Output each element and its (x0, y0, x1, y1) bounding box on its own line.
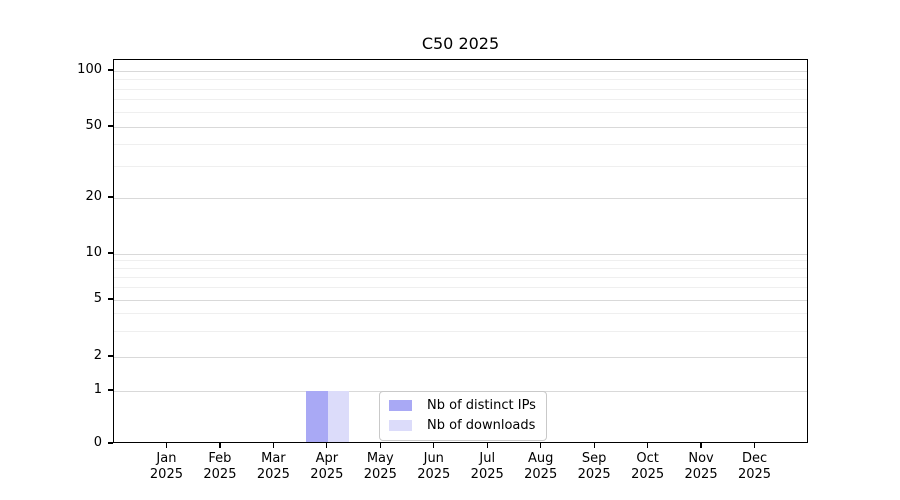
x-tick-label: Jan 2025 (121, 451, 211, 482)
x-tick-label-month: Aug (527, 451, 554, 466)
gridline-minor (114, 111, 807, 113)
x-tick-label: Dec 2025 (710, 451, 800, 482)
y-tick-mark (107, 355, 113, 357)
x-tick-label: Oct 2025 (603, 451, 693, 482)
legend-swatch-distinct-ips-icon (389, 400, 412, 411)
y-tick-label: 50 (85, 118, 102, 133)
x-tick-label: May 2025 (335, 451, 425, 482)
x-tick-label-month: Jun (423, 451, 444, 466)
x-tick-label-month: Apr (315, 451, 339, 466)
x-tick-label-year: 2025 (577, 466, 611, 482)
gridline-minor (114, 166, 807, 168)
x-tick-mark (433, 443, 435, 449)
x-tick-label-year: 2025 (256, 466, 290, 482)
x-tick-label-year: 2025 (363, 466, 397, 482)
gridline-major (114, 197, 807, 199)
x-tick-label-year: 2025 (149, 466, 183, 482)
gridline-major (114, 126, 807, 128)
gridline-minor (114, 79, 807, 80)
bar-distinct-ips (306, 391, 328, 442)
x-tick-label-month: Dec (741, 451, 768, 466)
y-tick-mark (107, 442, 113, 444)
legend-swatch-downloads-icon (389, 420, 412, 431)
x-tick-mark (753, 443, 756, 449)
x-tick-mark (486, 443, 488, 449)
y-tick-mark (107, 69, 113, 71)
x-tick-label-month: Jan (156, 451, 177, 466)
gridline-minor (114, 260, 807, 262)
x-tick-label: Mar 2025 (228, 451, 318, 482)
y-tick-label: 5 (93, 291, 102, 306)
x-tick-mark (219, 443, 221, 449)
x-tick-label-year: 2025 (203, 466, 237, 482)
x-tick-label: Feb 2025 (175, 451, 265, 482)
gridline-major (114, 70, 807, 72)
legend-item-distinct-ips: Nb of distinct IPs (389, 398, 536, 413)
x-tick-label-month: Oct (636, 451, 659, 466)
x-tick-label-month: Sep (581, 451, 607, 466)
gridline-minor (114, 143, 807, 145)
x-tick-mark (647, 443, 649, 449)
y-tick-mark (107, 196, 113, 198)
x-tick-label: Jul 2025 (442, 451, 532, 482)
y-tick-mark (107, 389, 113, 391)
x-tick-label-year: 2025 (417, 466, 451, 482)
x-tick-mark (700, 443, 702, 449)
gridline-minor (114, 287, 807, 289)
x-tick-label-year: 2025 (524, 466, 558, 482)
x-tick-label-month: Nov (688, 451, 714, 466)
legend-item-downloads: Nb of downloads (389, 418, 536, 433)
x-tick-label-month: May (366, 451, 394, 466)
gridline-major (114, 299, 807, 301)
x-tick-mark (272, 443, 274, 449)
x-tick-label: Nov 2025 (656, 451, 746, 482)
gridline-major (114, 356, 807, 358)
y-tick-label: 10 (85, 245, 102, 260)
x-tick-label-month: Jul (479, 451, 496, 466)
x-tick-label-year: 2025 (310, 466, 344, 482)
y-tick-mark (107, 125, 113, 127)
plot-area: Nb of distinct IPs Nb of downloads (113, 59, 808, 443)
y-tick-label: 2 (93, 348, 102, 363)
y-tick-label: 0 (93, 435, 102, 450)
gridline-minor (114, 331, 807, 333)
x-tick-label: Apr 2025 (282, 451, 372, 482)
y-tick-label: 100 (77, 62, 102, 77)
legend-label-downloads: Nb of downloads (427, 418, 536, 433)
gridline-minor (114, 277, 807, 279)
x-tick-mark (326, 443, 328, 449)
gridline-minor (114, 88, 807, 90)
x-tick-label: Aug 2025 (496, 451, 586, 482)
chart-title: C50 2025 (421, 34, 500, 53)
bar-downloads (327, 391, 350, 442)
legend: Nb of distinct IPs Nb of downloads (379, 391, 547, 441)
x-tick-mark (379, 443, 381, 449)
x-tick-label-year: 2025 (737, 466, 772, 482)
x-tick-mark (540, 443, 542, 449)
x-tick-label: Sep 2025 (549, 451, 639, 482)
x-tick-label-year: 2025 (684, 466, 718, 482)
x-tick-label-month: Mar (261, 451, 286, 466)
x-tick-mark (165, 443, 168, 449)
x-tick-label-year: 2025 (631, 466, 665, 482)
legend-label-distinct-ips: Nb of distinct IPs (427, 398, 536, 413)
gridline-minor (114, 99, 807, 101)
gridline-minor (114, 313, 807, 315)
y-tick-label: 1 (93, 382, 102, 397)
gridline-minor (114, 268, 807, 270)
y-tick-label: 20 (85, 189, 102, 204)
y-tick-mark (107, 298, 113, 300)
y-tick-mark (107, 252, 113, 254)
x-tick-label: Jun 2025 (389, 451, 479, 482)
x-tick-mark (593, 443, 595, 449)
gridline-major (114, 253, 807, 255)
x-tick-label-month: Feb (208, 451, 232, 466)
x-tick-label-year: 2025 (470, 466, 504, 482)
